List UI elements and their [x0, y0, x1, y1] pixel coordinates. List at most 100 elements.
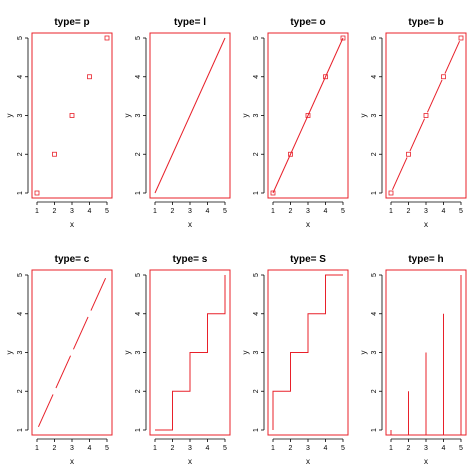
panel-7: type= S 1 2 3 4 5 x 1 2 3 4 5 y [241, 254, 349, 466]
x-tick-label: 5 [341, 445, 345, 452]
x-axis-label: x [306, 457, 310, 466]
series-line [272, 37, 344, 194]
series-segment-1 [37, 394, 54, 428]
y-tick-label: 2 [253, 389, 260, 393]
y-tick-label: 3 [17, 113, 24, 117]
y-tick-label: 4 [135, 75, 142, 79]
data-point-1 [388, 190, 394, 196]
y-tick-label: 1 [253, 428, 260, 432]
y-tick-label: 1 [253, 191, 260, 195]
series-segment-1 [391, 157, 408, 191]
x-tick-label: 1 [35, 445, 39, 452]
x-axis-label: x [70, 457, 74, 466]
panel-4: type= b 1 2 3 4 5 x 1 2 3 4 5 y [359, 17, 467, 229]
y-tick-label: 1 [135, 428, 142, 432]
data-point-1 [34, 190, 40, 196]
x-tick-label: 2 [171, 208, 175, 215]
data-point-5 [340, 35, 346, 41]
x-tick-label: 4 [442, 208, 446, 215]
y-tick-label: 2 [371, 389, 378, 393]
data-point-3 [423, 113, 429, 118]
x-tick-label: 4 [88, 445, 92, 452]
panel-title: type= S [290, 254, 326, 265]
y-tick-label: 5 [371, 36, 378, 40]
x-tick-label: 1 [271, 445, 275, 452]
plot-box [267, 32, 349, 199]
y-axis-label: y [123, 351, 132, 355]
series-segment-4 [444, 40, 461, 74]
y-tick-label: 2 [17, 152, 24, 156]
series-step-line [272, 274, 343, 430]
y-tick-label: 3 [253, 113, 260, 117]
series-segment-2 [55, 355, 72, 389]
x-tick-label: 3 [306, 208, 310, 215]
x-tick-label: 5 [459, 208, 463, 215]
x-tick-label: 1 [35, 208, 39, 215]
panel-title: type= l [174, 17, 206, 28]
y-tick-label: 1 [17, 428, 24, 432]
x-tick-label: 4 [324, 445, 328, 452]
y-axis-label: y [5, 114, 14, 118]
x-tick-label: 4 [442, 445, 446, 452]
data-point-5 [458, 35, 464, 41]
y-axis-label: y [359, 114, 368, 118]
x-tick-label: 4 [88, 208, 92, 215]
x-tick-label: 1 [389, 208, 393, 215]
x-axis-label: x [424, 457, 428, 466]
x-axis-label: x [306, 220, 310, 229]
series-step-line [155, 275, 226, 431]
panel-title: type= c [55, 254, 90, 265]
x-tick-label: 1 [271, 208, 275, 215]
y-tick-label: 5 [371, 273, 378, 277]
x-tick-label: 1 [389, 445, 393, 452]
x-axis-label: x [424, 220, 428, 229]
x-tick-label: 5 [105, 208, 109, 215]
plot-box [385, 32, 467, 199]
x-tick-label: 3 [70, 208, 74, 215]
data-point-4 [323, 74, 328, 80]
y-tick-label: 4 [371, 75, 378, 79]
x-tick-label: 3 [306, 445, 310, 452]
y-tick-label: 1 [17, 191, 24, 195]
panel-5: type= c 1 2 3 4 5 x 1 2 3 4 5 y [5, 254, 113, 466]
data-point-2 [288, 151, 293, 157]
y-tick-label: 2 [135, 389, 142, 393]
y-axis-label: y [241, 114, 250, 118]
plot-box [31, 269, 113, 436]
y-tick-label: 5 [17, 273, 24, 277]
y-tick-label: 4 [135, 312, 142, 316]
plot-box [31, 32, 113, 199]
y-axis-label: y [123, 114, 132, 118]
panel-6: type= s 1 2 3 4 5 x 1 2 3 4 5 y [123, 254, 231, 466]
y-tick-label: 3 [135, 113, 142, 117]
x-tick-label: 5 [459, 445, 463, 452]
y-tick-label: 2 [371, 152, 378, 156]
x-tick-label: 3 [188, 445, 192, 452]
x-axis-label: x [188, 220, 192, 229]
plot-box [267, 269, 349, 436]
x-tick-label: 5 [223, 208, 227, 215]
y-tick-label: 4 [17, 75, 24, 79]
x-tick-label: 2 [53, 208, 57, 215]
y-tick-label: 5 [253, 36, 260, 40]
y-tick-label: 2 [253, 152, 260, 156]
panel-8: type= h 1 2 3 4 5 x 1 2 3 4 5 y [359, 254, 467, 466]
x-tick-label: 2 [407, 208, 411, 215]
x-tick-label: 2 [407, 445, 411, 452]
series-segment-3 [426, 79, 443, 113]
x-tick-label: 4 [324, 208, 328, 215]
y-tick-label: 5 [17, 36, 24, 40]
x-axis-label: x [188, 457, 192, 466]
y-axis-label: y [359, 351, 368, 355]
y-tick-label: 1 [135, 191, 142, 195]
y-tick-label: 3 [253, 350, 260, 354]
x-tick-label: 2 [171, 445, 175, 452]
x-tick-label: 2 [289, 208, 293, 215]
plot-box [149, 32, 231, 199]
data-point-5 [104, 35, 110, 41]
y-tick-label: 4 [371, 312, 378, 316]
series-segment-3 [72, 316, 89, 350]
panel-title: type= p [54, 17, 89, 28]
series-line [154, 37, 226, 194]
x-tick-label: 3 [70, 445, 74, 452]
